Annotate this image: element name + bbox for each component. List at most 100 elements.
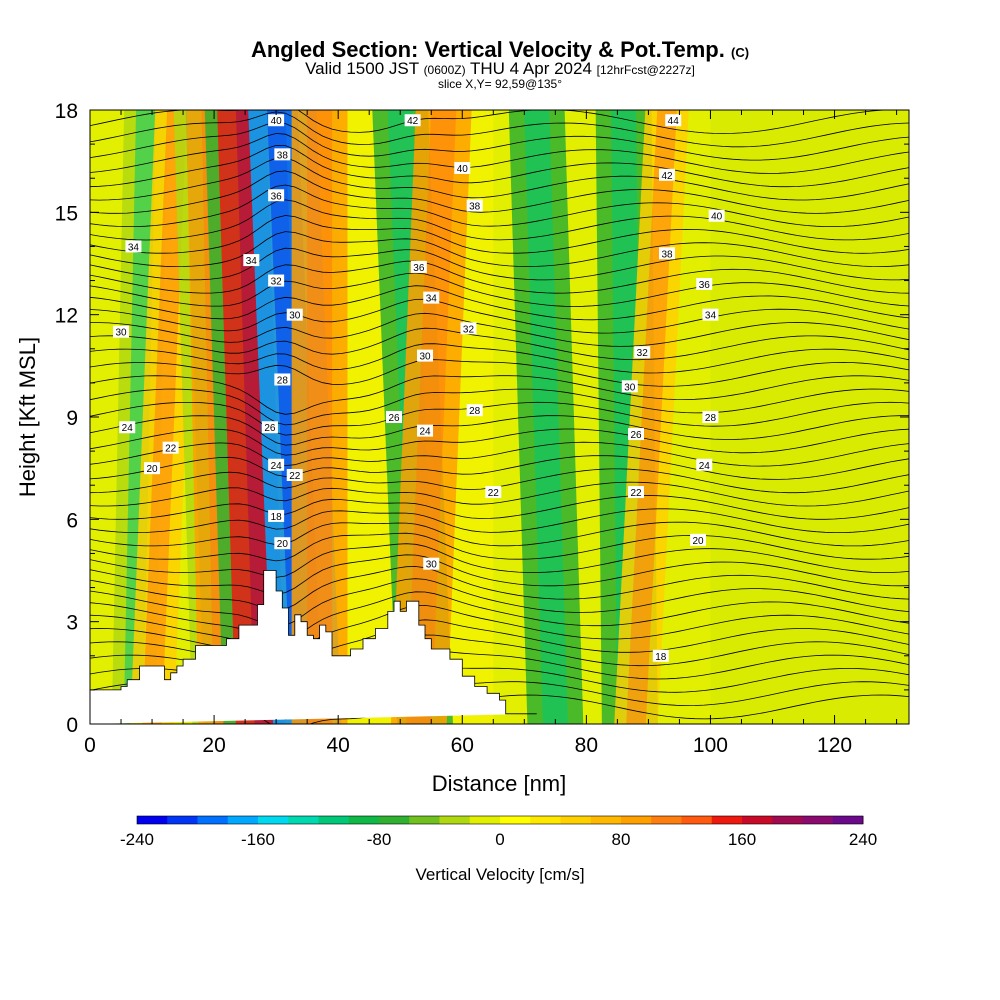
isentrope-label-box bbox=[466, 404, 483, 417]
isentrope-label-box bbox=[144, 462, 161, 475]
colorbar-swatch bbox=[621, 816, 652, 824]
colorbar-swatch bbox=[318, 816, 350, 824]
colorbar-swatch bbox=[742, 816, 773, 824]
isentrope-label-text: 32 bbox=[271, 277, 283, 288]
colorbar-swatch bbox=[590, 816, 622, 824]
isentrope-label: 38 bbox=[659, 247, 676, 260]
colorbar-swatch bbox=[348, 816, 380, 824]
isentrope-label-box bbox=[268, 189, 285, 202]
isentrope-label: 22 bbox=[286, 468, 303, 482]
isentrope-label-box bbox=[274, 537, 291, 550]
isentrope-label: 30 bbox=[286, 308, 303, 322]
colorbar-swatch bbox=[772, 816, 803, 824]
y-axis-label: Height [Kft MSL] bbox=[15, 337, 40, 497]
isentrope-line bbox=[90, 495, 909, 520]
isentrope-line bbox=[90, 604, 909, 658]
isentrope-label: 18 bbox=[268, 509, 285, 523]
colorbar-swatch bbox=[227, 816, 259, 824]
isentrope-label-box bbox=[261, 421, 278, 434]
isentrope-label-text: 18 bbox=[271, 512, 283, 523]
isentrope-label-text: 20 bbox=[692, 536, 704, 547]
velocity-band-core bbox=[123, 110, 156, 724]
isentrope-label-box bbox=[485, 486, 502, 499]
isentrope-line bbox=[90, 554, 909, 595]
isentrope-label-text: 20 bbox=[146, 464, 158, 475]
isentrope-label: 34 bbox=[243, 254, 260, 267]
isentrope-label-text: 30 bbox=[624, 382, 636, 393]
velocity-band-core bbox=[406, 110, 457, 724]
colorbar-swatch bbox=[288, 816, 319, 824]
colorbar-swatch bbox=[560, 816, 592, 824]
isentrope-label-text: 30 bbox=[289, 311, 301, 322]
y-tick-label: 3 bbox=[66, 612, 78, 635]
isentrope-label-box bbox=[628, 486, 644, 499]
isentrope-label-box bbox=[243, 254, 260, 267]
colorbar-tick-label: 160 bbox=[728, 830, 756, 849]
isentrope-label-box bbox=[268, 114, 285, 127]
x-tick-label: 80 bbox=[575, 734, 598, 757]
isentrope-label: 18 bbox=[652, 649, 669, 663]
isentrope-label-text: 20 bbox=[277, 539, 289, 550]
isentrope-label: 26 bbox=[386, 411, 403, 424]
isentrope-label-box bbox=[119, 421, 136, 434]
colorbar-swatch bbox=[137, 816, 168, 824]
isentrope-label-text: 40 bbox=[271, 116, 283, 127]
isentrope-label-text: 22 bbox=[289, 471, 301, 482]
isentrope-label: 28 bbox=[702, 411, 719, 424]
isentrope-label-text: 28 bbox=[277, 375, 289, 386]
isentrope-line bbox=[90, 343, 909, 374]
isentrope-label-text: 22 bbox=[488, 488, 500, 499]
isentrope-line bbox=[90, 144, 909, 188]
isentrope-line bbox=[90, 170, 909, 214]
valid-date: THU 4 Apr 2024 bbox=[470, 59, 592, 78]
isentrope-label-box bbox=[659, 247, 676, 260]
isentrope-line bbox=[90, 455, 909, 480]
colorbar-label: Vertical Velocity [cm/s] bbox=[415, 865, 584, 884]
colorbar-swatch bbox=[167, 816, 198, 824]
colorbar-frame bbox=[136, 815, 864, 825]
colorbar-swatch bbox=[469, 816, 501, 824]
colorbar-swatch bbox=[651, 816, 682, 824]
isentrope-label: 30 bbox=[113, 325, 130, 339]
isentrope-label-text: 26 bbox=[264, 423, 276, 434]
isentrope-label-box bbox=[423, 291, 440, 304]
colorbar-swatch bbox=[439, 816, 471, 824]
isentrope-label-text: 36 bbox=[699, 280, 711, 291]
colorbar-swatch bbox=[258, 816, 289, 824]
isentrope-line bbox=[90, 231, 909, 268]
isentrope-label-box bbox=[466, 199, 483, 212]
isentrope-label-text: 24 bbox=[271, 461, 283, 472]
chart-title: Angled Section: Vertical Velocity & Pot.… bbox=[0, 37, 1000, 63]
isentrope-label: 20 bbox=[144, 462, 161, 475]
isentrope-label: 40 bbox=[268, 114, 285, 127]
isentrope-label: 26 bbox=[628, 428, 644, 441]
isentrope-label-text: 38 bbox=[277, 150, 289, 161]
isentrope-label-text: 24 bbox=[699, 461, 711, 472]
isentrope-label: 24 bbox=[417, 424, 434, 438]
terrain bbox=[90, 570, 537, 724]
isentrope-label-box bbox=[652, 649, 669, 662]
isentrope-label-box bbox=[454, 161, 471, 174]
isentrope-label-box bbox=[659, 168, 676, 181]
isentrope-label-text: 36 bbox=[271, 191, 283, 202]
plot-area bbox=[90, 110, 909, 724]
isentrope-line bbox=[90, 157, 909, 201]
isentrope-line bbox=[90, 428, 909, 456]
isentrope-line bbox=[90, 591, 909, 643]
isentrope-label: 32 bbox=[634, 346, 651, 359]
isentrope-line bbox=[90, 441, 909, 467]
isentrope-label: 22 bbox=[628, 486, 644, 499]
isentrope-label-box bbox=[696, 458, 713, 471]
isentrope-label-text: 38 bbox=[469, 202, 481, 213]
isentrope-label-text: 42 bbox=[661, 171, 673, 182]
colorbar-swatch bbox=[681, 816, 713, 824]
isentrope-label-box bbox=[274, 148, 291, 161]
colorbar-swatch bbox=[802, 816, 834, 824]
isentrope-label: 20 bbox=[274, 537, 291, 550]
isentrope-label-box bbox=[125, 240, 142, 253]
isentrope-label: 22 bbox=[485, 486, 502, 499]
isentrope-label: 40 bbox=[708, 209, 725, 223]
isentrope-label: 22 bbox=[162, 441, 179, 455]
valid-time: Valid 1500 JST bbox=[305, 59, 419, 78]
